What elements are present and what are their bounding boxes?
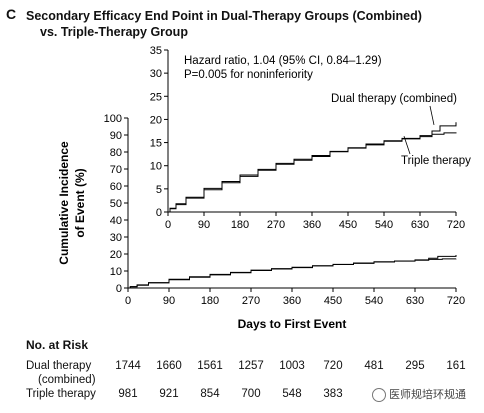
risk-table-title: No. at Risk — [26, 338, 89, 352]
inset-x-tick-label: 90 — [198, 219, 210, 231]
main-y-tick-label: 50 — [110, 198, 122, 210]
watermark-text: 医师规培环规通 — [389, 389, 466, 401]
series-label-dual: Dual therapy (combined) — [331, 93, 457, 105]
inset-y-tick-label: 0 — [156, 207, 162, 219]
main-y-tick-label: 90 — [110, 130, 122, 142]
inset-x-tick-label: 0 — [165, 219, 171, 231]
y-axis-label-line-1: Cumulative Incidence — [57, 141, 71, 265]
main-x-tick-label: 450 — [324, 295, 342, 307]
risk-row-label-dual: Dual therapy — [26, 360, 92, 372]
main-x-tick-label: 270 — [242, 295, 260, 307]
inset-y-tick-label: 10 — [150, 161, 162, 173]
inset-y-tick-label: 30 — [150, 68, 162, 80]
main-x-tick-label: 180 — [201, 295, 219, 307]
main-y-tick-label: 40 — [110, 215, 122, 227]
risk-value: 1744 — [115, 360, 141, 372]
inset-y-tick-label: 15 — [150, 138, 162, 150]
main-x-tick-label: 90 — [163, 295, 175, 307]
main-x-tick-label: 360 — [283, 295, 301, 307]
chart-title-line-2: vs. Triple-Therapy Group — [40, 25, 188, 39]
main-y-tick-label: 60 — [110, 181, 122, 193]
main-y-tick-label: 30 — [110, 232, 122, 244]
risk-value: 700 — [241, 388, 261, 400]
main-x-tick-label: 720 — [447, 295, 465, 307]
risk-value: 295 — [405, 360, 425, 372]
inset-x-tick-label: 630 — [411, 219, 429, 231]
risk-value: 481 — [364, 360, 384, 372]
main-y-tick-label: 0 — [116, 283, 122, 295]
risk-row-label-dual-sub: (combined) — [38, 374, 96, 386]
risk-value: 921 — [159, 388, 179, 400]
inset-y-tick-label: 25 — [150, 91, 162, 103]
inset-y-tick-label: 20 — [150, 114, 162, 126]
risk-value: 1660 — [156, 360, 182, 372]
panel-letter: C — [6, 6, 17, 22]
x-axis-label: Days to First Event — [238, 317, 347, 331]
risk-table: No. at Risk Dual therapy (combined) Trip… — [0, 336, 484, 413]
p-value-text: P=0.005 for noninferiority — [184, 69, 313, 81]
inset-x-tick-label: 180 — [231, 219, 249, 231]
risk-value: 854 — [200, 388, 220, 400]
main-y-tick-label: 80 — [110, 147, 122, 159]
watermark: 医师规培环规通 — [370, 386, 468, 403]
main-series-dual — [128, 255, 457, 289]
risk-value: 1561 — [197, 360, 223, 372]
risk-value: 720 — [323, 360, 343, 372]
chart-title-line-1: Secondary Efficacy End Point in Dual-The… — [26, 9, 422, 23]
inset-x-tick-label: 450 — [339, 219, 357, 231]
leader-line-triple — [403, 136, 411, 155]
main-y-tick-label: 100 — [104, 113, 122, 125]
inset-y-tick-label: 5 — [156, 184, 162, 196]
leader-line-dual — [429, 105, 435, 125]
main-y-tick-label: 10 — [110, 266, 122, 278]
inset-x-tick-label: 720 — [447, 219, 465, 231]
series-label-triple: Triple therapy — [401, 155, 471, 167]
risk-value: 548 — [282, 388, 302, 400]
wechat-icon — [372, 388, 386, 403]
risk-value: 981 — [118, 388, 138, 400]
risk-value: 1003 — [279, 360, 305, 372]
main-y-tick-label: 70 — [110, 164, 122, 176]
risk-row-label-triple: Triple therapy — [26, 388, 96, 400]
main-x-tick-label: 630 — [406, 295, 424, 307]
inset-series-triple — [168, 132, 457, 213]
inset-background — [142, 42, 464, 240]
risk-value: 1257 — [238, 360, 264, 372]
main-y-tick-label: 20 — [110, 249, 122, 261]
hazard-ratio-text: Hazard ratio, 1.04 (95% CI, 0.84–1.29) — [184, 55, 382, 67]
chart-title: Secondary Efficacy End Point in Dual-The… — [26, 8, 476, 40]
inset-x-tick-label: 360 — [303, 219, 321, 231]
inset-x-tick-label: 270 — [267, 219, 285, 231]
main-x-tick-label: 0 — [125, 295, 131, 307]
inset-y-tick-label: 35 — [150, 45, 162, 57]
inset-x-tick-label: 540 — [375, 219, 393, 231]
main-x-tick-label: 540 — [365, 295, 383, 307]
main-series-triple — [128, 258, 457, 289]
y-axis-label-line-2: of Event (%) — [73, 168, 87, 237]
risk-value: 383 — [323, 388, 343, 400]
risk-value: 161 — [446, 360, 466, 372]
